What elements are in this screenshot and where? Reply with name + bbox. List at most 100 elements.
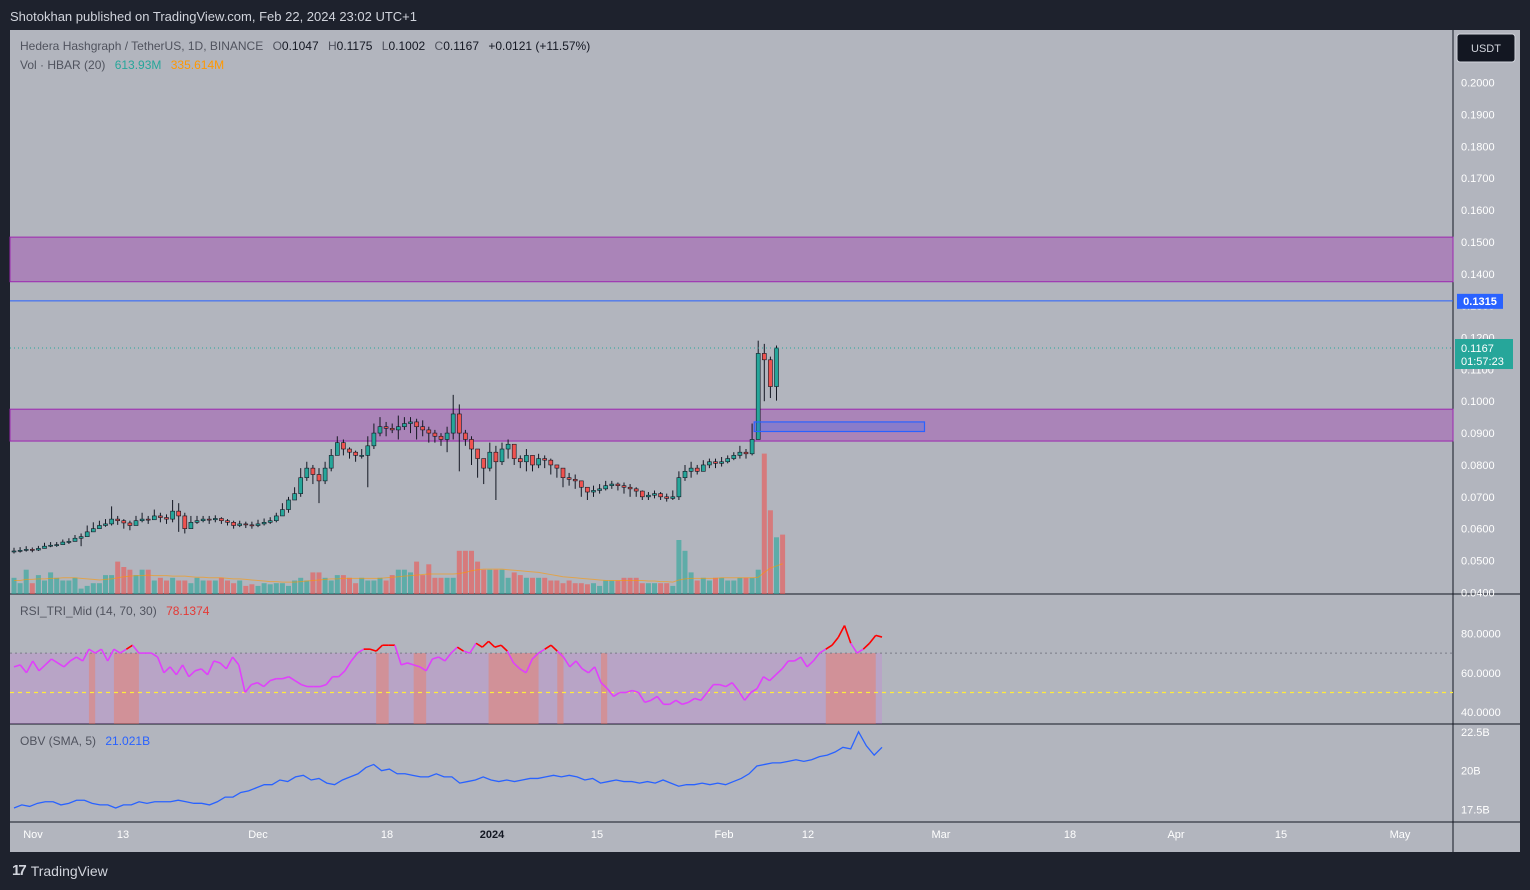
currency-button[interactable] <box>1456 33 1516 63</box>
candle[interactable] <box>456 404 462 472</box>
candle[interactable] <box>597 484 602 494</box>
candle[interactable] <box>243 521 249 529</box>
candle[interactable] <box>432 429 438 443</box>
candle[interactable] <box>463 429 468 446</box>
candle[interactable] <box>249 521 255 529</box>
candle[interactable] <box>646 492 651 500</box>
candle[interactable] <box>17 547 23 553</box>
candle[interactable] <box>194 515 200 524</box>
candle[interactable] <box>761 343 767 402</box>
candle[interactable] <box>225 519 230 526</box>
candle[interactable] <box>633 487 639 497</box>
candle[interactable] <box>450 394 456 440</box>
candle[interactable] <box>328 449 334 472</box>
candle[interactable] <box>182 512 188 534</box>
candle[interactable] <box>566 472 572 486</box>
candle[interactable] <box>188 515 194 529</box>
candle[interactable] <box>609 480 615 489</box>
candle[interactable] <box>176 503 181 532</box>
candle[interactable] <box>371 423 377 450</box>
candle[interactable] <box>688 461 694 478</box>
candle[interactable] <box>164 514 169 524</box>
candle[interactable] <box>572 474 578 489</box>
candle[interactable] <box>255 519 261 528</box>
candle[interactable] <box>48 542 53 548</box>
candle[interactable] <box>414 418 419 440</box>
candle[interactable] <box>707 458 712 469</box>
candle[interactable] <box>658 492 663 500</box>
candle[interactable] <box>267 517 273 524</box>
candle[interactable] <box>29 547 35 553</box>
candle[interactable] <box>206 515 212 524</box>
rsi-pane[interactable]: 80.0000 60.0000 40.0000 <box>10 625 1501 724</box>
candle[interactable] <box>548 458 554 475</box>
candle[interactable] <box>273 512 279 523</box>
candle[interactable] <box>231 520 236 529</box>
candle[interactable] <box>322 461 328 485</box>
candle[interactable] <box>755 340 761 440</box>
candle[interactable] <box>731 452 737 461</box>
candle[interactable] <box>438 433 444 446</box>
candle[interactable] <box>298 468 304 497</box>
candle[interactable] <box>103 519 108 527</box>
candle[interactable] <box>621 482 627 494</box>
candle[interactable] <box>670 490 676 500</box>
candle[interactable] <box>170 500 175 523</box>
candle[interactable] <box>139 512 145 523</box>
candle[interactable] <box>280 503 285 517</box>
candle[interactable] <box>542 455 548 469</box>
candle[interactable] <box>84 525 90 537</box>
candle[interactable] <box>133 515 139 526</box>
candle[interactable] <box>743 449 749 459</box>
candle[interactable] <box>499 442 505 465</box>
candle[interactable] <box>334 436 340 456</box>
candle[interactable] <box>603 480 609 491</box>
trading-chart[interactable]: 80.0000 60.0000 40.0000 22.5B 20B 17.5B 0.20… <box>0 30 1530 852</box>
candle[interactable] <box>615 482 621 491</box>
candle[interactable] <box>444 426 450 453</box>
candle[interactable] <box>719 456 724 467</box>
candle[interactable] <box>286 496 291 513</box>
candle[interactable] <box>664 493 670 502</box>
candle[interactable] <box>578 480 584 497</box>
candle[interactable] <box>237 520 242 528</box>
candle[interactable] <box>737 445 743 459</box>
candle[interactable] <box>749 423 755 456</box>
candle[interactable] <box>536 453 541 469</box>
candle[interactable] <box>72 535 78 542</box>
candle[interactable] <box>200 515 206 523</box>
candle[interactable] <box>395 415 401 440</box>
candle[interactable] <box>213 515 218 523</box>
candle[interactable] <box>554 464 560 478</box>
candle[interactable] <box>639 490 645 500</box>
candle[interactable] <box>475 448 480 478</box>
candle[interactable] <box>426 426 432 443</box>
candle[interactable] <box>359 449 365 459</box>
candle[interactable] <box>292 487 297 501</box>
candle[interactable] <box>389 423 395 434</box>
candle[interactable] <box>347 447 352 459</box>
candle[interactable] <box>310 464 316 485</box>
candle[interactable] <box>341 439 346 456</box>
supply-demand-zones[interactable] <box>9 236 1454 442</box>
order-block-box[interactable] <box>753 421 926 433</box>
candle[interactable] <box>145 515 151 524</box>
candle[interactable] <box>402 417 407 430</box>
candle[interactable] <box>91 522 96 533</box>
candle[interactable] <box>408 417 413 434</box>
order-block[interactable] <box>753 421 926 433</box>
candle[interactable] <box>725 455 731 464</box>
candle[interactable] <box>530 455 535 472</box>
candle[interactable] <box>560 467 566 488</box>
candle[interactable] <box>23 546 29 552</box>
candle[interactable] <box>66 538 72 544</box>
candlestick-series[interactable] <box>11 340 779 554</box>
candle[interactable] <box>158 512 163 523</box>
candle[interactable] <box>304 461 310 481</box>
candle[interactable] <box>700 460 706 472</box>
candle[interactable] <box>420 420 426 437</box>
candle[interactable] <box>78 533 84 547</box>
candle[interactable] <box>682 464 688 481</box>
candle[interactable] <box>316 468 322 504</box>
zone-0[interactable] <box>9 236 1454 283</box>
